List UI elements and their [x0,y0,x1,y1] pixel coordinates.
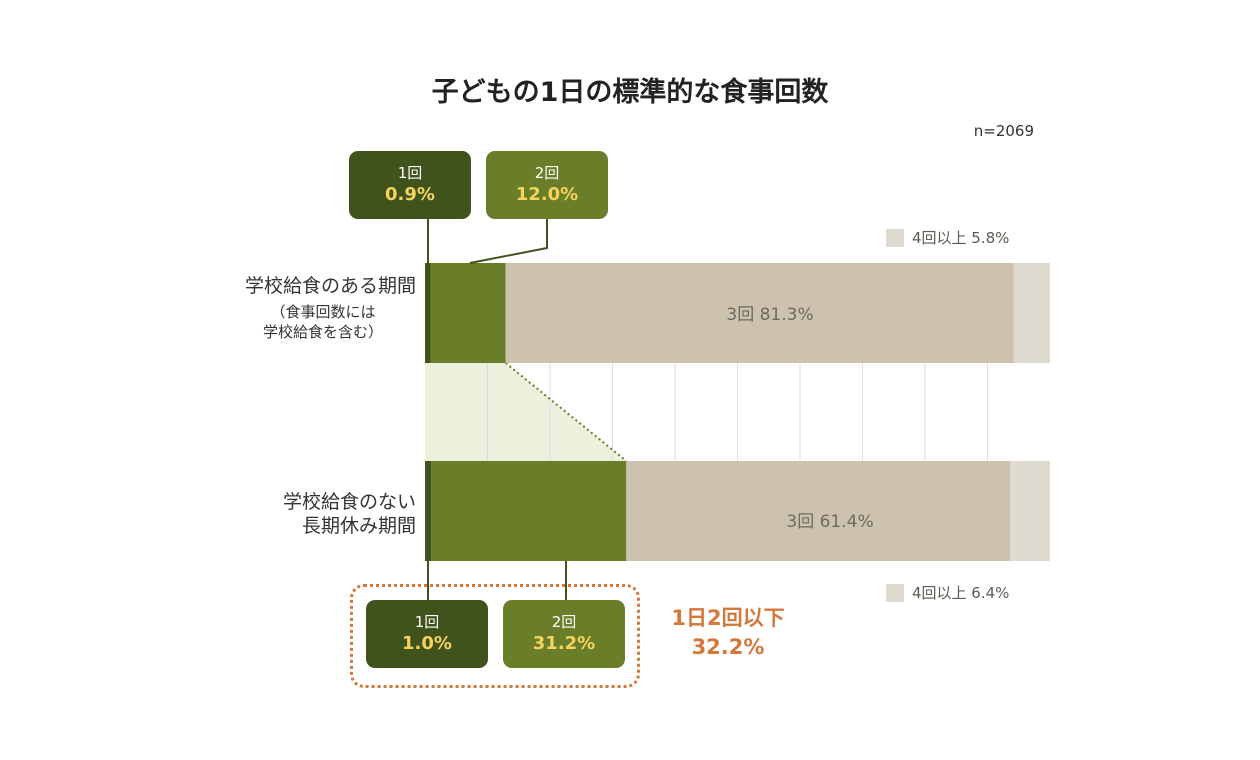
category-main-label: 学校給食のある期間 [244,275,416,297]
category-label-school-lunch: 学校給食のある期間 （食事回数には 学校給食を含む） [150,274,416,342]
legend-swatch [886,228,904,247]
box-label: 2回 [551,613,577,631]
legend-swatch [886,583,904,602]
bar-segment-one-meal [425,263,431,363]
category-main-label: 学校給食のない [282,491,416,513]
box-value: 0.9% [385,184,435,205]
leader-line-top-two [469,219,548,264]
two-or-less-highlight-frame [350,584,640,688]
summary-value: 32.2% [691,635,765,659]
legend-text: 4回以上 6.4% [912,584,1010,602]
legend-text: 4回以上 5.8% [912,229,1010,247]
two-or-less-growth-shade [425,363,627,461]
bar-segment-three-meals [626,461,1010,561]
legend-four-plus-bottom: 4回以上 6.4% [886,582,1009,603]
bottom-box-two-meals: 2回 31.2% [503,600,625,668]
box-label: 1回 [414,613,440,631]
two-or-less-summary: 1日2回以下 32.2% [648,604,808,662]
box-label: 2回 [534,164,560,182]
bar-segment-one-meal [425,461,432,561]
bar-segment-three-meals [505,263,1014,363]
bar-segment-two-meals [431,461,627,561]
bottom-box-one-meal: 1回 1.0% [366,600,488,668]
bar-segment-four-plus-meals [1013,263,1050,363]
bar-segment-four-plus-meals [1010,461,1050,561]
category-sub-label-2: 学校給食を含む） [262,323,383,341]
top-box-two-meals: 2回 12.0% [486,151,608,219]
legend-four-plus-top: 4回以上 5.8% [886,227,1009,248]
box-label: 1回 [397,164,423,182]
summary-label: 1日2回以下 [671,606,785,630]
category-main-label-2: 長期休み期間 [301,515,416,537]
box-value: 31.2% [532,633,596,654]
box-value: 12.0% [515,184,579,205]
box-value: 1.0% [402,633,452,654]
category-label-long-holiday: 学校給食のない 長期休み期間 [150,490,416,538]
chart-title: 子どもの1日の標準的な食事回数 [431,77,829,108]
category-sub-label-1: （食事回数には [270,303,376,321]
bar-label-three-meals-school: 3回 81.3% [726,305,814,325]
sample-size: n=2069 [973,122,1034,140]
connector-dotted-line [504,362,627,462]
bar-segment-two-meals [430,263,506,363]
top-box-one-meal: 1回 0.9% [349,151,471,219]
bar-label-three-meals-holiday: 3回 61.4% [786,512,874,532]
